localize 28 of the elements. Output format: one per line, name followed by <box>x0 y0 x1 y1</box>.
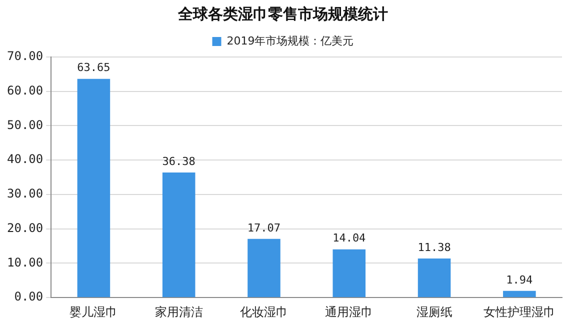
bar <box>332 249 366 298</box>
y-tick-label: 70.00 <box>7 49 44 64</box>
chart-title: 全球各类湿巾零售市场规模统计 <box>177 4 388 23</box>
data-label: 1.94 <box>506 273 534 286</box>
data-label: 11.38 <box>418 240 451 254</box>
x-tick-label: 湿厕纸 <box>416 304 452 319</box>
x-tick-label: 婴儿湿巾 <box>70 304 118 319</box>
bar <box>248 238 280 298</box>
data-label: 63.65 <box>77 61 110 74</box>
y-tick-label: 10.00 <box>7 255 44 270</box>
x-tick-label: 女性护理湿巾 <box>483 304 556 319</box>
y-tick-label: 30.00 <box>7 186 44 201</box>
data-label: 36.38 <box>162 154 196 168</box>
bar <box>162 172 196 298</box>
data-label: 14.04 <box>332 232 366 245</box>
x-tick-label: 通用湿巾 <box>325 304 374 319</box>
x-tick-label: 家用清洁 <box>154 304 203 319</box>
bar <box>77 78 110 298</box>
x-tick-label: 化妆湿巾 <box>240 304 288 319</box>
y-tick-label: 60.00 <box>7 83 44 98</box>
y-tick-label: 20.00 <box>7 220 44 235</box>
y-tick-label: 50.00 <box>7 118 44 132</box>
y-tick-label: 0.00 <box>14 290 44 304</box>
legend-label: 2019年市场规模：亿美元 <box>226 34 354 48</box>
data-label: 17.07 <box>247 221 281 234</box>
bar <box>418 258 451 298</box>
bar <box>503 290 536 298</box>
y-tick-label: 40.00 <box>7 152 44 166</box>
